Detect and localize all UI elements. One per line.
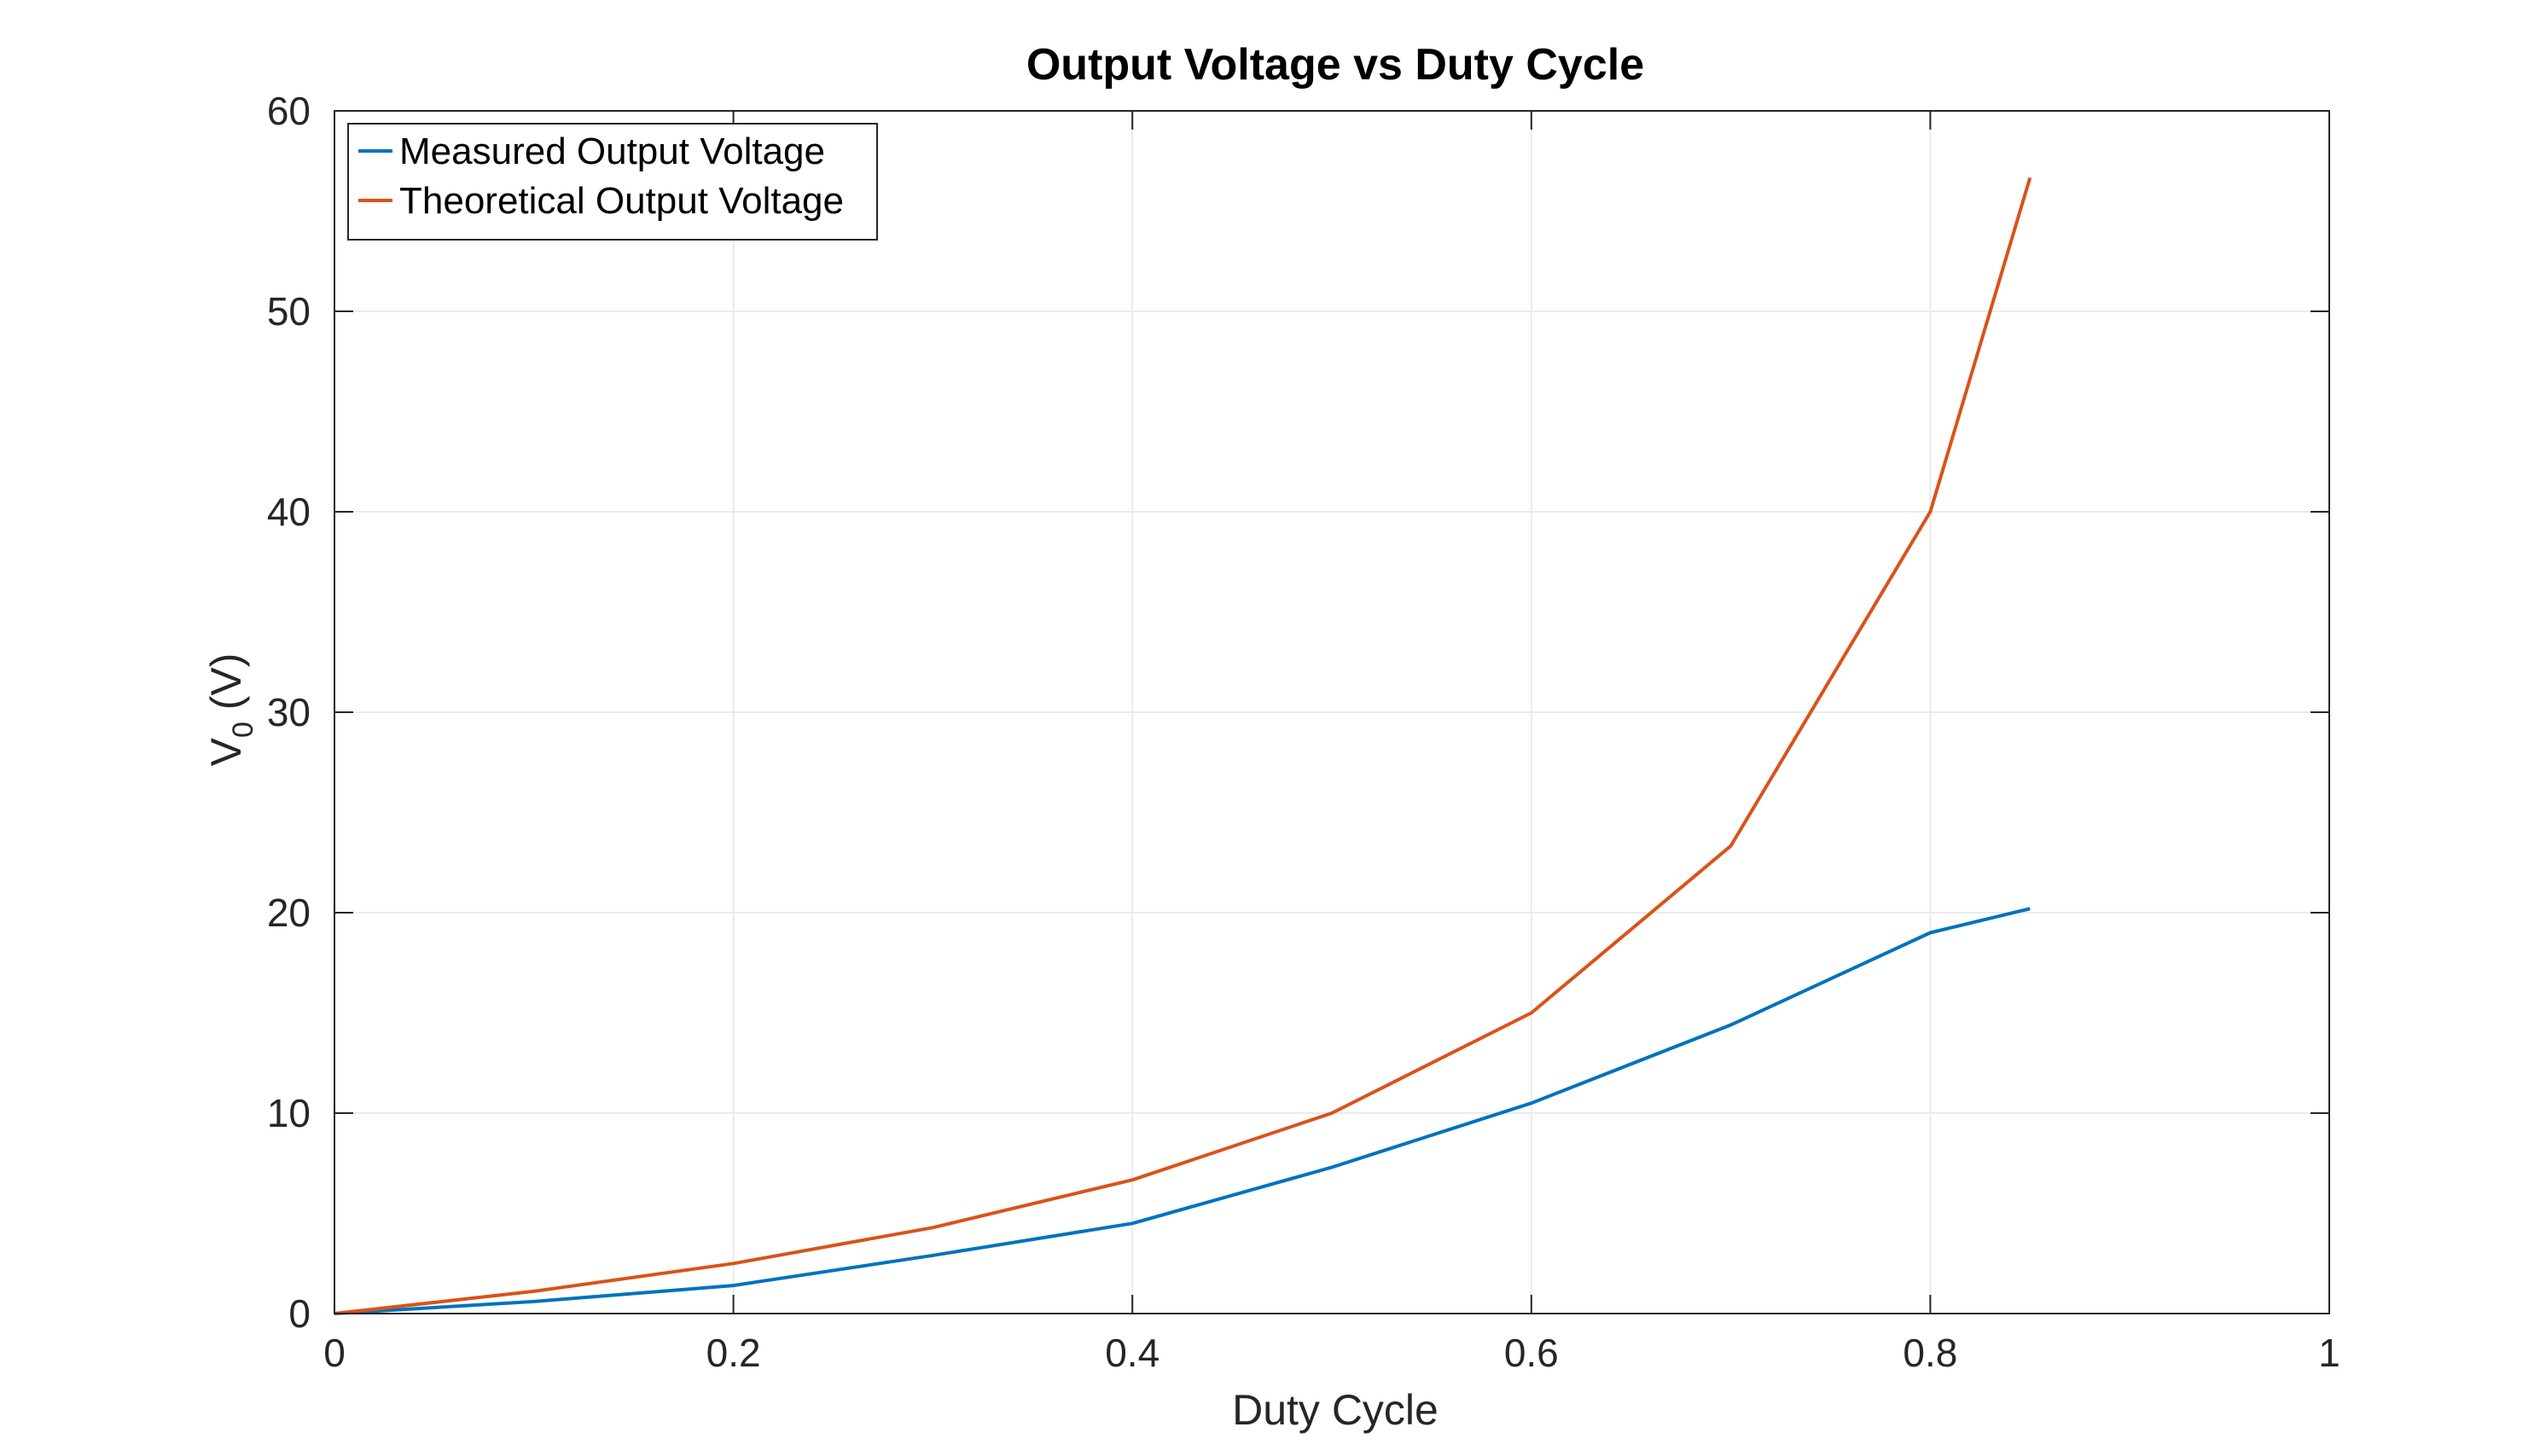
y-tick-label: 10 — [267, 1091, 311, 1135]
y-tick-label: 20 — [267, 890, 311, 935]
y-axis-label-main: V — [202, 737, 250, 766]
x-tick-label: 0.8 — [1903, 1331, 1957, 1375]
legend-box — [347, 123, 878, 241]
y-axis-label-subscript: 0 — [227, 722, 259, 738]
y-tick-label: 30 — [267, 690, 311, 734]
legend-items: Measured Output Voltage Theoretical Outpu… — [358, 131, 844, 222]
y-tick-label: 0 — [288, 1291, 311, 1336]
x-tick-label: 0.2 — [706, 1331, 761, 1375]
series-lines — [334, 177, 2032, 1315]
legend-label: Measured Output Voltage — [399, 131, 825, 172]
series-line-measured — [334, 907, 2031, 1315]
legend-label: Theoretical Output Voltage — [399, 180, 844, 222]
x-tick-label: 0.6 — [1504, 1331, 1559, 1375]
x-tick-label: 1 — [2318, 1331, 2340, 1375]
legend: Measured Output Voltage Theoretical Outpu… — [347, 123, 878, 241]
ticks — [334, 110, 2330, 1314]
y-tick-label: 40 — [267, 490, 311, 534]
chart-title: Output Voltage vs Duty Cycle — [1026, 40, 1644, 90]
y-axis-label: V0 (V) — [202, 653, 259, 767]
series-line-theoretical — [334, 177, 2032, 1315]
y-axis-label-suffix: (V) — [202, 653, 250, 722]
x-tick-label: 0 — [323, 1331, 346, 1375]
x-axis-label: Duty Cycle — [1232, 1386, 1439, 1434]
y-tick-label: 50 — [267, 289, 311, 334]
x-tick-label: 0.4 — [1105, 1331, 1160, 1375]
y-tick-label: 60 — [267, 89, 311, 133]
